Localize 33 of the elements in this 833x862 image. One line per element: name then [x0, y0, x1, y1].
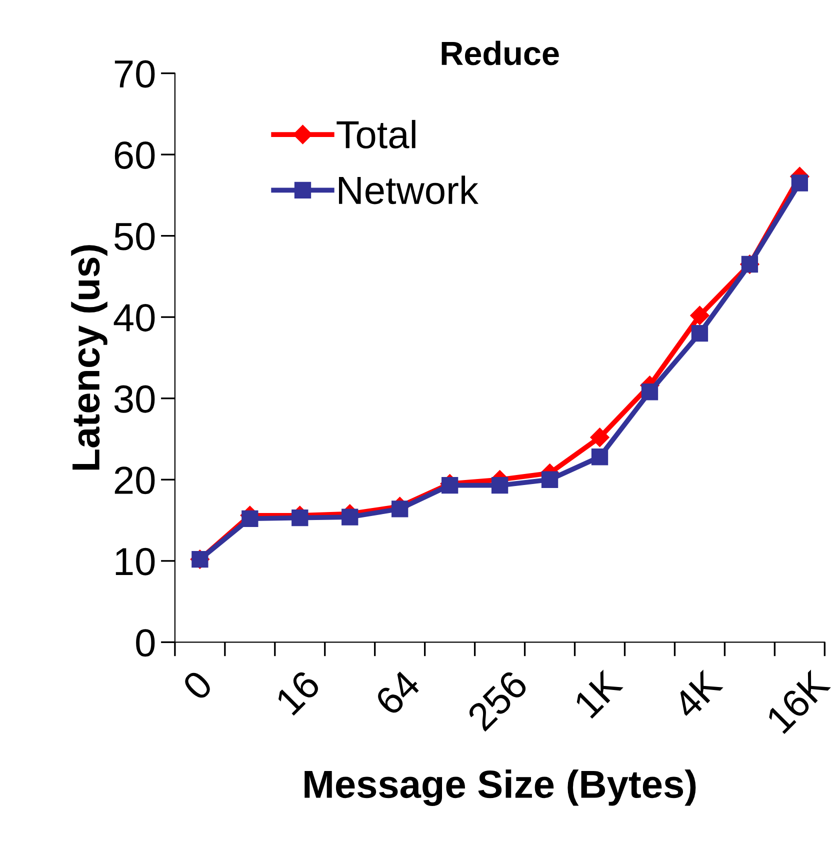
y-axis-title: Latency (us) — [71, 245, 108, 470]
x-tick-label: 4K — [672, 668, 724, 720]
y-tick-label: 30 — [114, 385, 155, 413]
legend-label: Network — [338, 176, 478, 204]
point — [292, 510, 308, 526]
point — [590, 428, 610, 447]
point — [591, 448, 608, 466]
point — [342, 508, 358, 526]
y-tick-label: 0 — [136, 629, 155, 657]
point — [392, 500, 408, 518]
legend-label: Total — [336, 120, 416, 148]
y-tick-label: 50 — [114, 222, 155, 250]
point — [690, 306, 710, 325]
point — [541, 471, 558, 488]
point — [242, 510, 258, 527]
x-tick-label: 16 — [274, 669, 322, 716]
y-tick-label: 20 — [114, 466, 155, 494]
point — [441, 476, 458, 494]
y-tick-label: 10 — [116, 548, 155, 576]
y-tick-label: 70 — [114, 60, 155, 88]
point — [641, 384, 658, 400]
x-tick-label: 256 — [466, 669, 529, 732]
point — [791, 174, 808, 192]
x-tick-label: 1K — [573, 668, 624, 719]
x-axis-title: Message Size (Bytes) — [304, 770, 696, 806]
y-tick-label: 60 — [114, 141, 155, 170]
x-tick-label: 0 — [181, 668, 214, 702]
x-tick-label: 64 — [374, 668, 422, 717]
y-tick-label: 40 — [114, 304, 155, 332]
chart-title: Reduce — [442, 40, 559, 66]
point — [691, 325, 708, 342]
x-tick-label: 16K — [765, 668, 832, 734]
point — [491, 476, 508, 494]
